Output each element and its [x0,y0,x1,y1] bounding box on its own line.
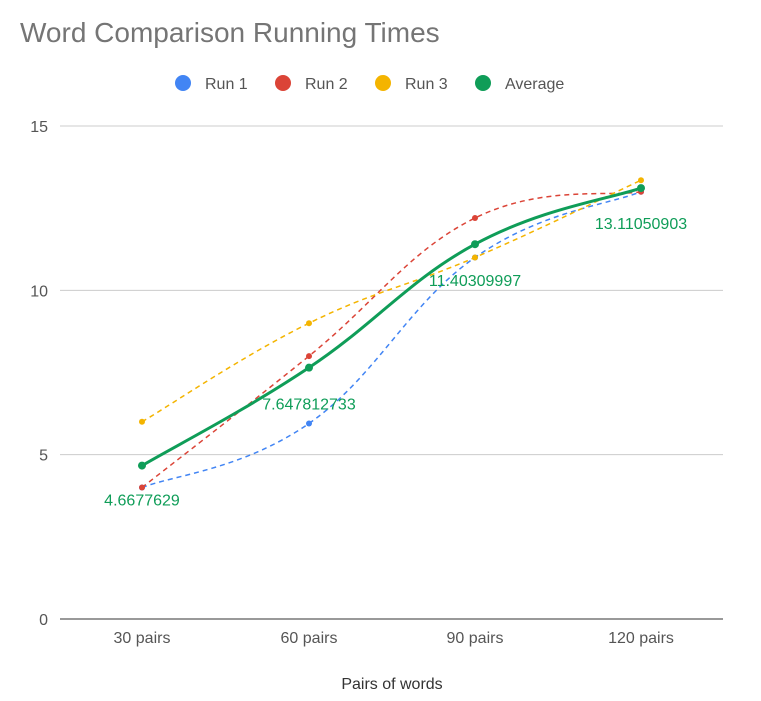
legend-label: Average [505,76,564,93]
data-point-average [305,363,313,372]
x-tick-label: 120 pairs [608,630,674,647]
legend: Run 1 Run 2 Run 3 Average [175,75,564,93]
data-label-average: 7.647812733 [262,397,356,414]
y-tick-label: 0 [39,612,48,629]
y-axis-ticks: 0 5 10 15 [30,119,48,629]
x-axis-title: Pairs of words [341,676,442,693]
data-point-run-3 [638,177,644,184]
data-label-average: 4.6677629 [104,493,180,510]
legend-swatch-run-2 [275,75,291,91]
series-layer [138,177,645,491]
data-labels: 4.6677629 7.647812733 11.40309997 13.110509… [104,216,687,509]
data-point-average [637,184,645,193]
data-point-run-2 [139,484,145,491]
series-line-average [141,186,642,467]
legend-swatch-average [475,75,491,91]
data-point-run-3 [139,418,145,425]
series-line-run-2 [141,190,642,489]
gridlines [60,125,723,620]
legend-swatch-run-3 [375,75,391,91]
data-label-average: 13.11050903 [595,216,687,233]
data-label-average: 11.40309997 [429,273,521,290]
x-tick-label: 90 pairs [447,630,504,647]
data-point-run-1 [306,420,312,427]
legend-swatch-run-1 [175,75,191,91]
data-point-run-2 [472,215,478,222]
legend-label: Run 2 [305,76,348,93]
x-axis-ticks: 30 pairs 60 pairs 90 pairs 120 pairs [114,630,674,647]
data-point-average [138,461,146,470]
chart-title: Word Comparison Running Times [20,17,440,48]
x-tick-label: 30 pairs [114,630,171,647]
y-tick-label: 10 [30,283,48,300]
data-point-run-2 [306,353,312,360]
y-tick-label: 15 [30,119,48,136]
data-point-average [471,240,479,249]
series-line-run-1 [141,191,642,489]
legend-label: Run 1 [205,76,248,93]
data-point-run-3 [472,254,478,261]
series-line-run-3 [141,179,642,423]
y-tick-label: 5 [39,448,48,465]
legend-label: Run 3 [405,76,448,93]
data-point-run-3 [306,320,312,327]
x-tick-label: 60 pairs [281,630,338,647]
